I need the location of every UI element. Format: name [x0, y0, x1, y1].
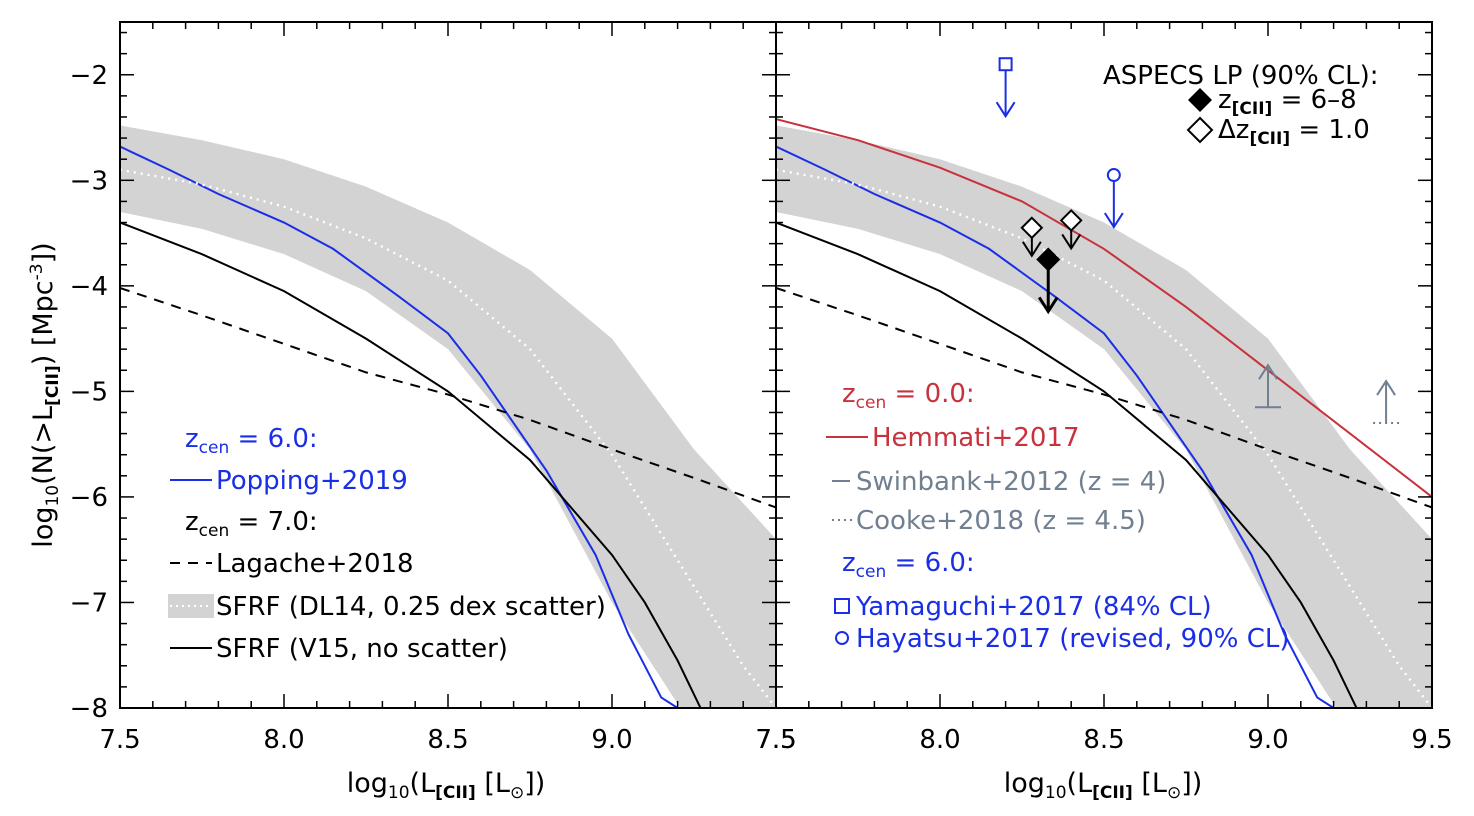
legend-zcen-6-right: zcen = 6.0: — [842, 548, 975, 582]
x-tick-label: 9.0 — [591, 725, 632, 755]
legend-zcen-7: zcen = 7.0: — [185, 507, 318, 541]
lower-limit-arrow-head — [1258, 363, 1278, 380]
legend-zcen-6: zcen = 6.0: — [185, 424, 318, 458]
x-tick-label: 7.5 — [755, 725, 796, 755]
left-legend: zcen = 6.0: Popping+2019 zcen = 7.0: Lag… — [168, 424, 606, 664]
legend-label-cooke: Cooke+2018 (z = 4.5) — [856, 506, 1146, 536]
y-tick-label: −6 — [70, 483, 108, 513]
x-tick-label: 7.5 — [99, 725, 140, 755]
x-axis-title-left: log10(L[CII] [L⊙]) — [347, 768, 546, 803]
y-tick-label: −5 — [70, 377, 108, 407]
series-sfrf-v15-no-scatter- — [120, 221, 702, 708]
lower-limit-arrow-head — [1376, 379, 1396, 396]
legend-aspecs-open: Δz[CII] = 1.0 — [1218, 115, 1370, 149]
upper-limit-arrow-head — [1021, 241, 1042, 258]
legend-marker-square — [834, 598, 850, 614]
legend-zcen-0: zcen = 0.0: — [842, 379, 975, 413]
y-tick-label: −2 — [70, 61, 108, 91]
x-tick-label: 8.5 — [427, 725, 468, 755]
series-lagache-2018 — [120, 287, 776, 509]
plot-area-right — [776, 118, 1432, 708]
series-popping-2019 — [120, 145, 679, 708]
x-tick-label: 8.5 — [1083, 725, 1124, 755]
upper-limit-arrow-head — [1037, 296, 1059, 315]
marker-open-diamond — [1020, 216, 1044, 240]
legend-aspecs-filled: z[CII] = 6–8 — [1218, 85, 1357, 119]
legend-label-yamaguchi: Yamaguchi+2017 (84% CL) — [855, 592, 1212, 622]
legend-label-hemmati: Hemmati+2017 — [872, 423, 1080, 453]
x-tick-label: 9.5 — [1411, 725, 1452, 755]
sfrf-dl14-band — [776, 125, 1432, 708]
left-panel: 7.5 8.0 8.5 9.0 7.5 −2 −3 −4 −5 −6 −7 −8 — [70, 21, 797, 755]
marker-filled-diamond — [1036, 247, 1061, 272]
legend-aspecs-title: ASPECS LP (90% CL): — [1103, 61, 1379, 91]
x-tick-label: 8.0 — [263, 725, 304, 755]
y-axis-title: log10(N(>L[CII]) [Mpc-3]) — [27, 242, 63, 547]
y-tick-label: −8 — [70, 694, 108, 724]
upper-limit-arrow-head — [1061, 233, 1082, 251]
upper-limit-arrow-head — [995, 101, 1016, 119]
legend-label-hayatsu: Hayatsu+2017 (revised, 90% CL) — [856, 624, 1290, 654]
plot-area-left — [120, 125, 776, 708]
series-popping-2019 — [776, 145, 1335, 708]
legend-label-sfrf-v15: SFRF (V15, no scatter) — [216, 634, 508, 664]
legend-marker-open-diamond — [1186, 116, 1214, 144]
legend-marker-circle — [835, 631, 849, 645]
x-tick-label: 9.0 — [1247, 725, 1288, 755]
right-legend: ASPECS LP (90% CL): z[CII] = 6–8 Δz[CII]… — [826, 61, 1379, 654]
marker-square — [998, 57, 1013, 72]
y-tick-label: −3 — [70, 166, 108, 196]
legend-label-swinbank: Swinbank+2012 (z = 4) — [856, 467, 1166, 497]
series-lagache-2018 — [776, 287, 1432, 509]
right-panel: 7.5 8.0 8.5 9.0 9.5 — [755, 21, 1453, 755]
legend-label-sfrf-dl14: SFRF (DL14, 0.25 dex scatter) — [216, 592, 606, 622]
series-hemmati-2017 — [776, 118, 1432, 498]
sfrf-dl14-band — [120, 125, 776, 708]
x-axis-title-right: log10(L[CII] [L⊙]) — [1004, 768, 1203, 803]
y-tick-label: −4 — [70, 272, 108, 302]
legend-marker-filled-diamond — [1188, 88, 1212, 112]
legend-label-lagache: Lagache+2018 — [216, 549, 414, 579]
marker-open-diamond — [1059, 208, 1083, 232]
upper-limit-arrow-head — [1103, 212, 1124, 229]
x-tick-label: 7.5 — [755, 725, 796, 755]
series-sfrf-v15-no-scatter- — [776, 221, 1358, 708]
legend-label-popping: Popping+2019 — [216, 466, 408, 496]
y-tick-label: −7 — [70, 588, 108, 618]
marker-circle — [1106, 168, 1121, 183]
x-tick-label: 8.0 — [919, 725, 960, 755]
